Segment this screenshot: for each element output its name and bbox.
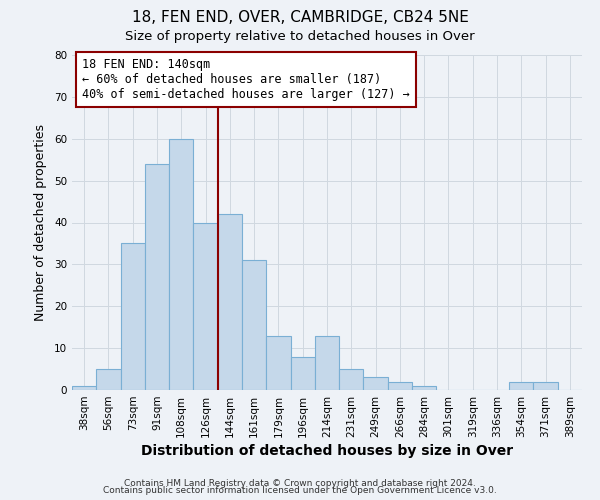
Bar — [509, 382, 533, 390]
Bar — [121, 244, 145, 390]
Bar — [339, 369, 364, 390]
Bar — [388, 382, 412, 390]
Text: Contains public sector information licensed under the Open Government Licence v3: Contains public sector information licen… — [103, 486, 497, 495]
Bar — [412, 386, 436, 390]
Bar — [364, 378, 388, 390]
Bar — [96, 369, 121, 390]
Bar — [169, 138, 193, 390]
Text: 18, FEN END, OVER, CAMBRIDGE, CB24 5NE: 18, FEN END, OVER, CAMBRIDGE, CB24 5NE — [131, 10, 469, 25]
X-axis label: Distribution of detached houses by size in Over: Distribution of detached houses by size … — [141, 444, 513, 458]
Y-axis label: Number of detached properties: Number of detached properties — [34, 124, 47, 321]
Bar — [533, 382, 558, 390]
Bar — [315, 336, 339, 390]
Bar — [193, 222, 218, 390]
Bar — [266, 336, 290, 390]
Bar — [218, 214, 242, 390]
Text: Contains HM Land Registry data © Crown copyright and database right 2024.: Contains HM Land Registry data © Crown c… — [124, 478, 476, 488]
Text: Size of property relative to detached houses in Over: Size of property relative to detached ho… — [125, 30, 475, 43]
Bar — [242, 260, 266, 390]
Bar — [290, 356, 315, 390]
Bar — [72, 386, 96, 390]
Text: 18 FEN END: 140sqm
← 60% of detached houses are smaller (187)
40% of semi-detach: 18 FEN END: 140sqm ← 60% of detached hou… — [82, 58, 410, 102]
Bar — [145, 164, 169, 390]
